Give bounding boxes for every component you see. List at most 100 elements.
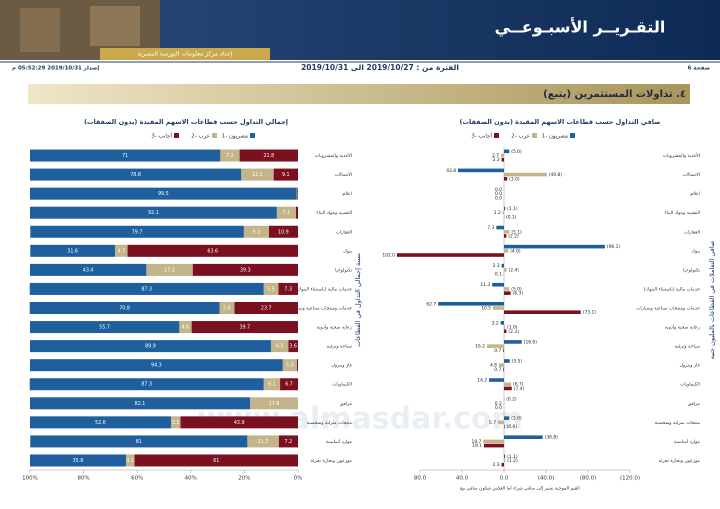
category-label: خدمات ومنتجات صناعية وسيارات [636, 307, 700, 312]
bar [504, 359, 510, 363]
value-label: 5.7 [489, 420, 496, 426]
axis-label: صافي التعاملات في القطاعات بالمليون جنيه [708, 240, 716, 359]
value-label: 19.1 [472, 443, 482, 449]
bar-segment [30, 416, 171, 429]
category-label: سياحة وترفيه [327, 345, 353, 350]
legend-label: عرب -2 [511, 134, 530, 140]
bar [501, 153, 504, 158]
value-label: 2.7 [492, 153, 499, 159]
bar [504, 176, 508, 181]
value-label: 2.3 [493, 462, 500, 468]
category-label: الأغذية والمشروبات [315, 152, 352, 159]
value-label: 2.3 [493, 157, 500, 163]
value-label: (1.1) [507, 454, 518, 460]
value-label: 43.4 [83, 267, 94, 273]
value-label: 4.8 [490, 363, 497, 369]
value-label: 11.3 [480, 282, 490, 288]
category-label: خدمات مالية (باستثناء البنوك) [296, 286, 353, 292]
value-label: 5.6 [223, 306, 231, 312]
legend-swatch [250, 133, 255, 138]
category-label: الاتصالات [334, 173, 352, 178]
value-label: 3.5 [172, 420, 180, 426]
value-label: 94.3 [151, 363, 162, 369]
value-label: 7.2 [226, 153, 234, 159]
bar [504, 268, 507, 272]
value-label: 63.6 [207, 248, 218, 254]
bar-segment [30, 263, 147, 276]
value-label: 2.3 [493, 263, 500, 269]
value-label: 35.8 [73, 458, 84, 464]
bar-segment [114, 244, 128, 257]
x-tick-label: (120.0) [620, 476, 640, 482]
page-number: صفحة 6 [688, 66, 710, 72]
category-label: الكيماويات [680, 382, 700, 388]
value-label: 87.3 [141, 382, 152, 388]
bar-segment [241, 168, 274, 181]
value-label: (5.5) [512, 358, 523, 364]
period: الفترة من : 2019/10/27 الى 2019/10/31 [301, 63, 459, 72]
bar-segment [192, 263, 298, 276]
value-label: 17.9 [269, 401, 280, 407]
category-label: موارد أساسية [674, 438, 701, 445]
value-label: 43.8 [446, 168, 456, 174]
value-label: (96.1) [607, 244, 620, 250]
bar [504, 386, 512, 391]
category-label: اعلام [342, 192, 352, 197]
value-label: 55.7 [99, 325, 110, 331]
value-label: (7.4) [514, 386, 525, 392]
section-title: ٤. تداولات المستثمرين (يتبع) [543, 89, 686, 100]
bar-segment [243, 225, 269, 238]
value-label: 11.7 [258, 439, 269, 445]
value-label: 4.7 [117, 248, 125, 254]
value-label: 81 [136, 439, 142, 445]
value-label: (1.1) [507, 206, 518, 212]
value-label: 52.6 [95, 420, 106, 426]
category-label: رعاية صحية وأدوية [665, 324, 700, 331]
category-label: تكنولوجيا [335, 267, 353, 273]
bar-segment [125, 454, 135, 467]
value-label: (36.8) [545, 435, 558, 441]
bar [504, 244, 605, 249]
value-label: 9.1 [282, 172, 290, 178]
value-label: (5.0) [511, 286, 522, 292]
bar [501, 462, 504, 467]
value-label: 0.1 [495, 272, 502, 278]
value-label: 61 [213, 458, 219, 464]
value-label: 79.7 [132, 229, 143, 235]
bar [504, 249, 509, 253]
category-label: منتجات منزلية وشخصية [655, 421, 701, 426]
legend-label: أجانب -3 [471, 132, 492, 140]
bar-segment [30, 225, 244, 238]
x-tick-label: (80.0) [580, 476, 597, 482]
value-label: (3.0) [509, 176, 520, 182]
value-label: 39.3 [240, 267, 251, 273]
category-label: العقارات [336, 230, 352, 235]
bar-segment [30, 359, 283, 372]
value-label: (0.1) [506, 214, 517, 220]
report-subtitle: إعداد مركز معلومات البورصة المصرية [138, 51, 233, 58]
value-label: 0.0 [495, 195, 502, 201]
bar-segment [180, 416, 298, 429]
category-label: منتجات منزلية وشخصية [307, 421, 353, 426]
category-label: موارد أساسية [326, 438, 353, 445]
bar-segment [239, 149, 298, 162]
bar [483, 439, 504, 444]
value-label: 9.3 [253, 229, 261, 235]
value-label: 7.2 [285, 439, 293, 445]
bar-segment [297, 187, 298, 200]
bar-segment [29, 302, 220, 314]
x-tick-label: 40.0 [456, 476, 469, 482]
bar [504, 310, 581, 314]
value-label: (2.2) [508, 233, 519, 239]
category-label: العقارات [684, 230, 700, 235]
value-label: 17.3 [164, 267, 175, 273]
bar [486, 344, 504, 348]
bar [504, 291, 511, 295]
charts: صافي التداول حسب قطاعات الاسهم المقيدة (… [22, 118, 716, 492]
bar [504, 340, 522, 344]
bar [502, 210, 504, 215]
legend-swatch [212, 133, 217, 138]
bar-segment [30, 187, 297, 200]
bar-segment [296, 359, 298, 372]
value-label: (6.7) [513, 382, 524, 388]
